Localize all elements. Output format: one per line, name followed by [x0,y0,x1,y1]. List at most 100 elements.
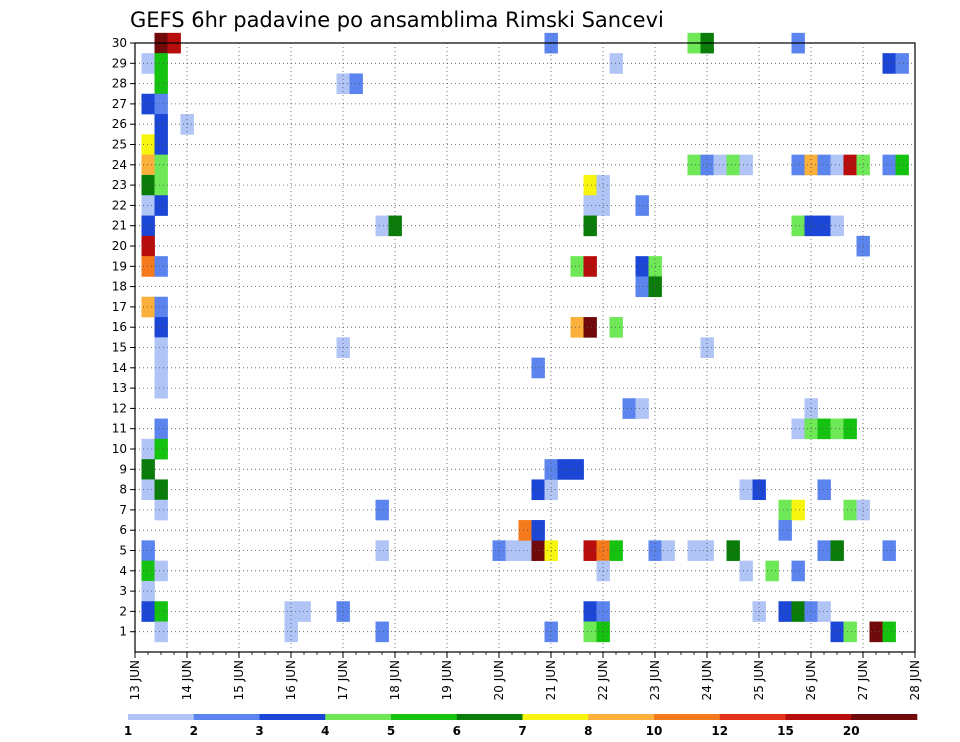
precip-cell [154,53,168,74]
precip-cell [817,540,831,561]
x-axis: 13 JUN 14 JUN 15 JUN 16 JUN 17 JUN 18 JUN 19 J… [128,652,922,700]
precip-cell [570,459,584,480]
y-tick-label: 9 [119,462,127,476]
precip-cell [882,154,896,176]
precip-cell [739,154,753,176]
precip-cell [817,601,831,622]
precip-cell [154,195,168,216]
y-tick-label: 27 [112,97,127,111]
precip-cell [882,621,896,643]
y-tick-label: 26 [112,117,127,131]
precip-cell [141,560,155,582]
colorbar-segment [719,714,786,720]
precip-cell [778,520,792,541]
precip-cell [531,479,545,501]
x-tick-label: 24 JUN [700,660,714,700]
precip-cell [583,621,597,643]
y-tick-label: 5 [119,544,127,558]
precip-cell [609,317,623,338]
x-tick-label: 14 JUN [180,660,194,700]
precip-cell [765,560,779,582]
precip-cell [583,174,597,196]
precip-cell [154,256,168,277]
colorbar-label: 1 [124,724,132,738]
precip-cell [375,540,389,561]
precip-cell [583,256,597,277]
precip-cell [739,560,753,582]
precip-cell [154,134,168,155]
precip-cell [141,215,155,237]
colorbar-label: 5 [387,724,395,738]
precip-cell [635,195,649,216]
y-tick-label: 20 [112,239,127,253]
y-tick-label: 2 [119,604,127,618]
colorbar-segment [456,714,523,720]
colorbar-label: 6 [453,724,461,738]
x-tick-label: 21 JUN [544,660,558,700]
precip-cell [154,499,168,521]
precip-cell [713,154,727,176]
precip-cell [843,418,857,440]
y-tick-label: 4 [119,564,127,578]
colorbar-label: 7 [518,724,526,738]
y-tick-label: 13 [112,381,127,395]
precip-cell [882,540,896,561]
precip-cell [375,215,389,237]
precip-cell [583,215,597,237]
y-tick-label: 28 [112,77,127,91]
precip-cell [726,540,740,561]
precip-cell [791,560,805,582]
precip-cell [817,154,831,176]
precip-cell [583,195,597,216]
precip-cell [154,73,168,95]
x-tick-label: 19 JUN [440,660,454,700]
precip-cell [154,114,168,135]
precip-cell [583,601,597,622]
colorbar-segment [259,714,326,720]
colorbar-segment [128,714,195,720]
y-tick-label: 6 [119,523,127,537]
precip-cell [791,418,805,440]
y-tick-label: 21 [112,219,127,233]
precip-cell [570,256,584,277]
y-tick-label: 17 [112,300,127,314]
y-tick-label: 29 [112,56,127,70]
precip-cell [154,174,168,196]
precip-cell [531,357,545,379]
x-tick-label: 28 JUN [908,660,922,700]
heatmap-cells [141,32,909,643]
x-tick-label: 20 JUN [492,660,506,700]
precip-cell [635,256,649,277]
precip-cell [141,154,155,176]
y-axis: 1234567891011121314151617181920212223242… [112,36,135,639]
colorbar-segment [325,714,392,720]
precip-cell [141,459,155,480]
precip-cell [518,540,532,561]
colorbar-label: 20 [843,724,860,738]
precip-cell [687,154,701,176]
x-tick-label: 27 JUN [856,660,870,700]
x-tick-label: 17 JUN [336,660,350,700]
y-tick-label: 12 [112,401,127,415]
precip-cell [830,215,844,237]
y-tick-label: 1 [119,625,127,639]
precip-cell [622,398,636,419]
y-tick-label: 15 [112,341,127,355]
precip-cell [830,418,844,440]
precip-cell [726,154,740,176]
precip-cell [570,317,584,338]
precip-cell [830,540,844,561]
colorbar-segment [522,714,589,720]
precip-cell [557,459,571,480]
precip-cell [531,540,545,561]
colorbar-segment [588,714,655,720]
precip-cell [791,601,805,622]
precip-cell [583,540,597,561]
colorbar-segment [851,714,918,720]
y-tick-label: 23 [112,178,127,192]
colorbar-label: 2 [190,724,198,738]
colorbar-label: 10 [646,724,663,738]
precip-cell [661,540,675,561]
precip-cell [609,53,623,74]
